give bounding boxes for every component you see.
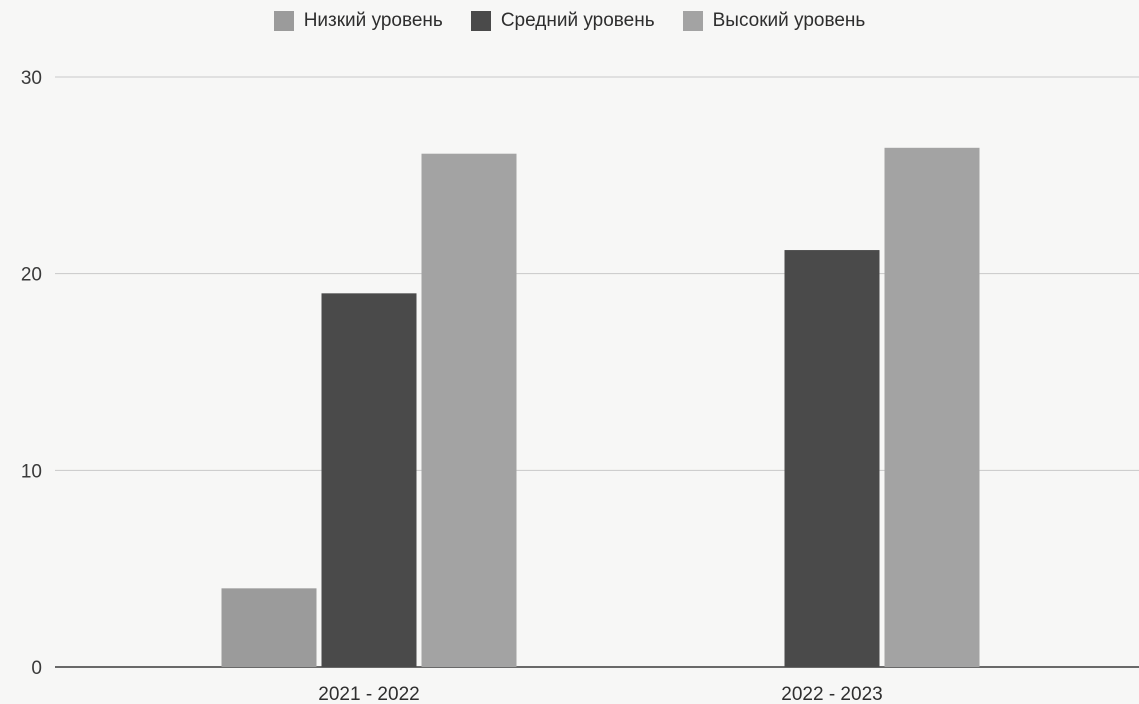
y-tick-label-20: 20 (21, 265, 42, 286)
legend-item-high: Высокий уровень (682, 10, 866, 32)
x-tick-label-0: 2021 - 2022 (318, 684, 419, 704)
labels-layer: 0 10 20 30 2021 - 2022 2022 - 2023 (21, 68, 883, 704)
legend-label-low: Низкий уровень (303, 10, 443, 31)
bar-1-1 (784, 250, 880, 668)
y-tick-label-0: 0 (31, 658, 42, 679)
legend-swatch-low (273, 11, 294, 31)
legend-swatch-medium (470, 11, 491, 31)
bar-0-0 (221, 588, 317, 667)
bars-layer (221, 147, 980, 668)
legend-label-medium: Средний уровень (500, 10, 655, 31)
legend-item-medium: Средний уровень (470, 10, 655, 32)
bar-0-2 (421, 153, 517, 667)
bar-1-2 (884, 147, 980, 668)
legend-label-high: Высокий уровень (712, 10, 866, 31)
legend-swatch-high (682, 11, 703, 31)
legend-item-low: Низкий уровень (273, 10, 443, 32)
x-tick-label-1: 2022 - 2023 (781, 684, 882, 704)
bar-0-1 (321, 293, 417, 667)
y-tick-label-10: 10 (21, 461, 42, 482)
legend: Низкий уровень Средний уровень Высокий у… (0, 10, 1139, 32)
y-tick-label-30: 30 (21, 68, 42, 89)
